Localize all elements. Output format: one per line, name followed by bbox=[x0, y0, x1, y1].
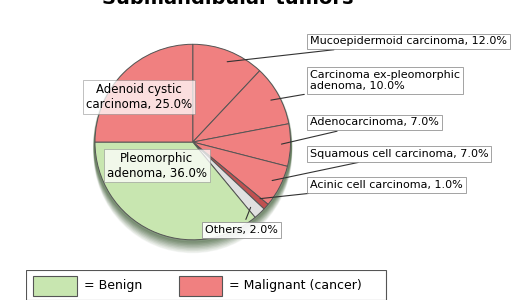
Text: Acinic cell carcinoma, 1.0%: Acinic cell carcinoma, 1.0% bbox=[260, 180, 463, 199]
Ellipse shape bbox=[94, 49, 292, 247]
Wedge shape bbox=[95, 142, 255, 240]
Text: = Benign: = Benign bbox=[84, 278, 142, 292]
Wedge shape bbox=[193, 142, 288, 204]
Text: Adenocarcinoma, 7.0%: Adenocarcinoma, 7.0% bbox=[281, 118, 439, 144]
Text: = Malignant (cancer): = Malignant (cancer) bbox=[229, 278, 362, 292]
FancyBboxPatch shape bbox=[179, 276, 222, 296]
Ellipse shape bbox=[94, 46, 292, 244]
Ellipse shape bbox=[94, 52, 292, 250]
Text: Adenoid cystic
carcinoma, 25.0%: Adenoid cystic carcinoma, 25.0% bbox=[86, 83, 192, 111]
Text: Squamous cell carcinoma, 7.0%: Squamous cell carcinoma, 7.0% bbox=[272, 149, 489, 181]
Wedge shape bbox=[193, 71, 289, 142]
Text: Mucoepidermoid carcinoma, 12.0%: Mucoepidermoid carcinoma, 12.0% bbox=[227, 36, 507, 62]
Ellipse shape bbox=[94, 54, 292, 251]
Wedge shape bbox=[95, 44, 193, 142]
Wedge shape bbox=[193, 44, 260, 142]
Title: Submandibular tumors: Submandibular tumors bbox=[102, 0, 353, 8]
Text: Pleomorphic
adenoma, 36.0%: Pleomorphic adenoma, 36.0% bbox=[106, 152, 207, 179]
Wedge shape bbox=[193, 124, 291, 166]
Ellipse shape bbox=[94, 55, 292, 253]
Ellipse shape bbox=[94, 48, 292, 245]
Wedge shape bbox=[193, 142, 268, 209]
Text: Others, 2.0%: Others, 2.0% bbox=[205, 207, 278, 235]
FancyBboxPatch shape bbox=[33, 276, 77, 296]
Wedge shape bbox=[193, 142, 264, 218]
Ellipse shape bbox=[94, 45, 292, 242]
Text: Carcinoma ex-pleomorphic
adenoma, 10.0%: Carcinoma ex-pleomorphic adenoma, 10.0% bbox=[271, 70, 460, 100]
Ellipse shape bbox=[94, 51, 292, 248]
